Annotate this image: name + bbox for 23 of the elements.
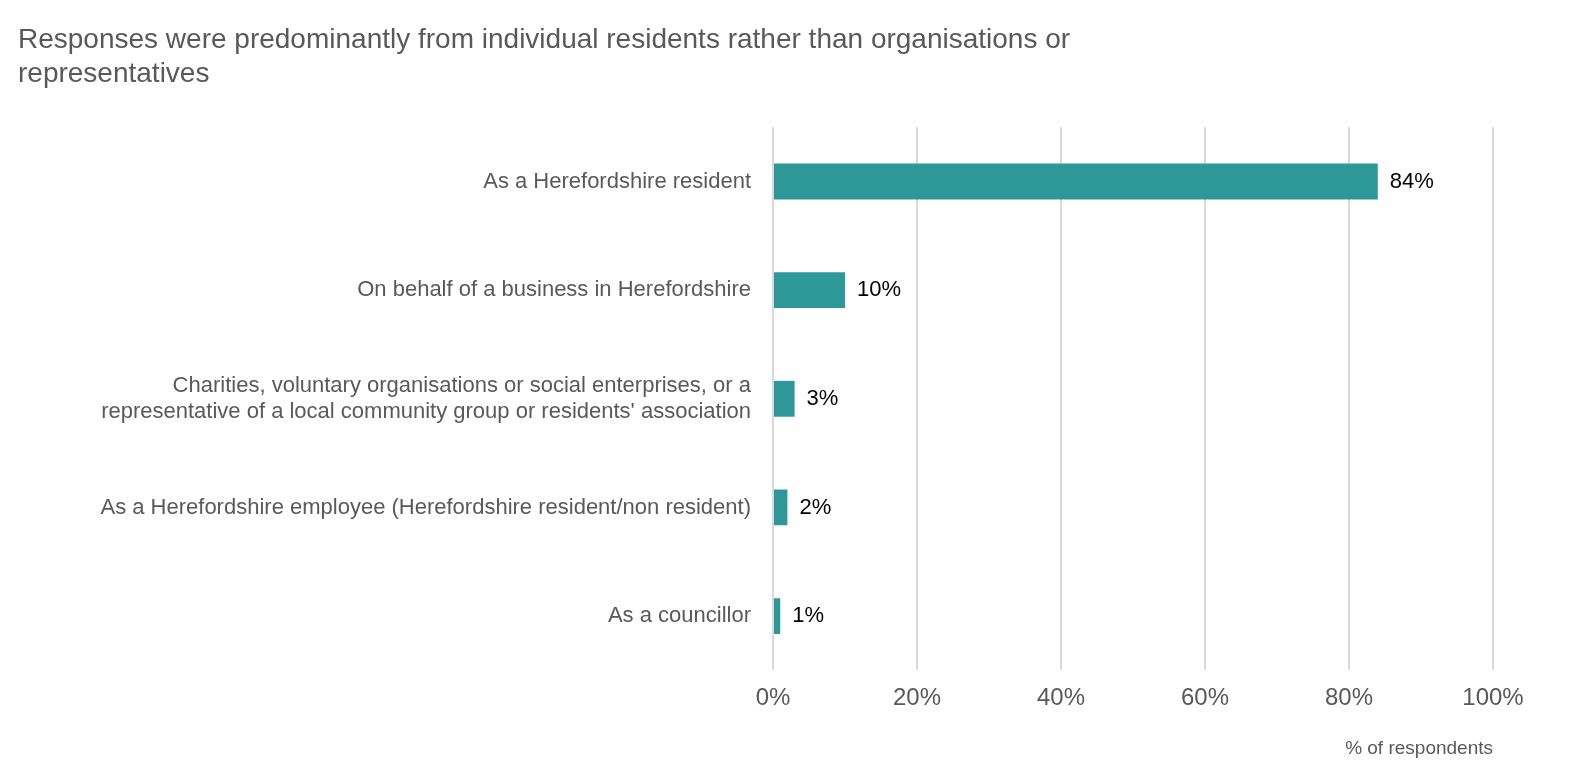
x-axis-title: % of respondents — [1345, 736, 1493, 758]
y-tick-label: Charities, voluntary organisations or social enterprises, or a representative of a local community group or residents' association — [101, 371, 752, 424]
x-tick-label: 100% — [1462, 683, 1524, 711]
data-label: 84% — [1389, 167, 1434, 193]
data-label: 10% — [857, 276, 902, 302]
bar — [774, 489, 788, 526]
x-tick-label: 60% — [1180, 683, 1230, 711]
bar — [774, 598, 781, 635]
x-tick-label: 80% — [1324, 683, 1374, 711]
y-tick-label: As a Herefordshire resident — [483, 167, 751, 193]
data-label: 3% — [806, 384, 839, 410]
y-tick-label: As a Herefordshire employee (Herefordshire resident/non resident) — [100, 493, 751, 519]
y-tick-label: As a councillor — [607, 602, 751, 628]
x-tick-label: 0% — [755, 683, 791, 711]
y-tick-label: On behalf of a business in Herefordshire — [357, 276, 751, 302]
x-tick-label: 20% — [892, 683, 942, 711]
x-tick-label: 40% — [1036, 683, 1086, 711]
bar — [774, 380, 795, 417]
bar — [774, 272, 845, 309]
text: Responses were predominantly from individual residents rather than organisations or representatives — [18, 22, 1072, 90]
data-label: 1% — [792, 602, 824, 628]
bar — [774, 163, 1378, 200]
data-label: 2% — [799, 493, 832, 519]
